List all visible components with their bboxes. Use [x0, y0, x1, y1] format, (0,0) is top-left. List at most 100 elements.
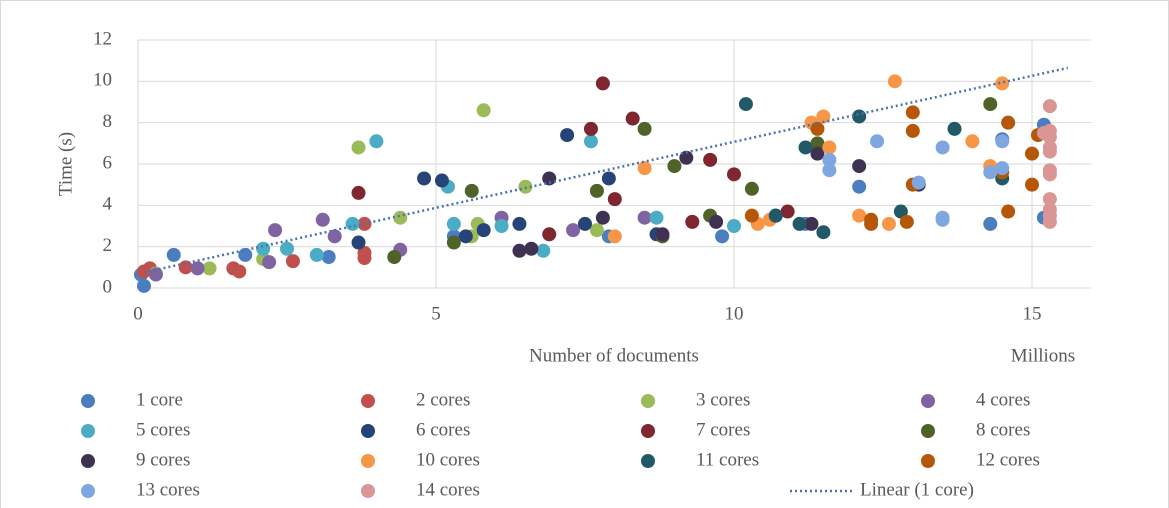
data-point [870, 134, 885, 149]
data-point [983, 97, 998, 112]
data-point [715, 229, 730, 244]
legend-marker [921, 454, 935, 468]
x-display-units: Millions [1011, 345, 1075, 366]
data-point [476, 103, 491, 118]
data-point [458, 229, 473, 244]
data-point [810, 146, 825, 161]
data-point [178, 260, 193, 275]
data-point [566, 223, 581, 238]
data-point [512, 243, 527, 258]
legend-label: 13 cores [136, 479, 200, 500]
legend-label: 1 core [136, 389, 183, 410]
data-point [256, 241, 271, 256]
y-tick-label: 12 [93, 28, 112, 49]
data-point [637, 210, 652, 225]
legend-marker [81, 424, 95, 438]
data-point [601, 171, 616, 186]
data-point [947, 121, 962, 136]
data-point [321, 250, 336, 264]
x-tick-label: 10 [725, 303, 744, 324]
y-tick-label: 8 [103, 111, 113, 132]
data-point [649, 210, 664, 225]
data-point [935, 140, 950, 155]
data-point [464, 183, 479, 198]
y-tick-label: 10 [93, 70, 112, 91]
data-point [166, 247, 181, 262]
data-point [792, 216, 807, 231]
data-point [190, 261, 205, 276]
data-point [1001, 115, 1016, 130]
data-point [595, 76, 610, 91]
data-point [417, 171, 432, 186]
data-point [911, 175, 926, 190]
data-point [285, 254, 300, 269]
legend-label: 12 cores [976, 449, 1040, 470]
legend-label: 8 cores [976, 419, 1030, 440]
data-point [655, 227, 670, 242]
data-point [446, 216, 461, 231]
legend-marker [641, 454, 655, 468]
data-point [589, 183, 604, 198]
data-point [560, 128, 575, 143]
legend-marker [81, 454, 95, 468]
legend-label: 2 cores [416, 389, 470, 410]
data-point [822, 163, 837, 178]
data-point [262, 255, 277, 270]
data-point [148, 267, 163, 282]
legend-label: 3 cores [696, 389, 750, 410]
data-point [995, 161, 1010, 176]
data-point [315, 212, 330, 227]
data-point [727, 219, 741, 233]
y-tick-label: 6 [103, 152, 113, 173]
x-tick-label: 0 [133, 303, 143, 324]
data-point [852, 109, 867, 124]
legend-label: Linear (1 core) [860, 479, 974, 500]
data-point [583, 121, 598, 136]
data-point [351, 235, 366, 250]
legend-label: 6 cores [416, 419, 470, 440]
data-point [542, 227, 557, 242]
data-point [703, 152, 718, 167]
data-point [1001, 204, 1016, 219]
data-point [369, 134, 384, 149]
data-point [446, 235, 461, 250]
data-point [905, 123, 920, 138]
data-point [578, 216, 592, 231]
data-point [238, 247, 253, 262]
data-point [607, 192, 622, 207]
data-point [1025, 146, 1039, 161]
data-point [232, 264, 247, 279]
data-point [816, 109, 831, 124]
data-point [995, 134, 1010, 149]
legend-marker [361, 454, 375, 468]
data-point [357, 251, 372, 266]
data-point [822, 152, 837, 167]
legend-label: 4 cores [976, 389, 1030, 410]
data-point [393, 210, 408, 225]
data-point [738, 97, 753, 112]
data-point [852, 179, 867, 194]
legend-marker [361, 484, 375, 498]
data-point [536, 243, 551, 258]
legend-label: 9 cores [136, 449, 190, 470]
data-point [280, 241, 294, 256]
data-point [1036, 126, 1051, 140]
data-point [136, 278, 151, 293]
data-point [667, 159, 682, 174]
x-tick-label: 5 [431, 303, 441, 324]
legend-label: 11 cores [696, 449, 759, 470]
y-tick-label: 2 [103, 235, 113, 256]
data-point [1042, 99, 1057, 114]
data-point [709, 214, 724, 229]
data-point [351, 140, 366, 155]
data-point [351, 185, 366, 200]
data-point [798, 140, 813, 155]
data-point [881, 216, 896, 231]
data-point [852, 159, 867, 174]
data-point [345, 216, 360, 231]
data-point [625, 111, 640, 126]
legend-marker [81, 394, 95, 408]
data-point [1042, 167, 1057, 182]
